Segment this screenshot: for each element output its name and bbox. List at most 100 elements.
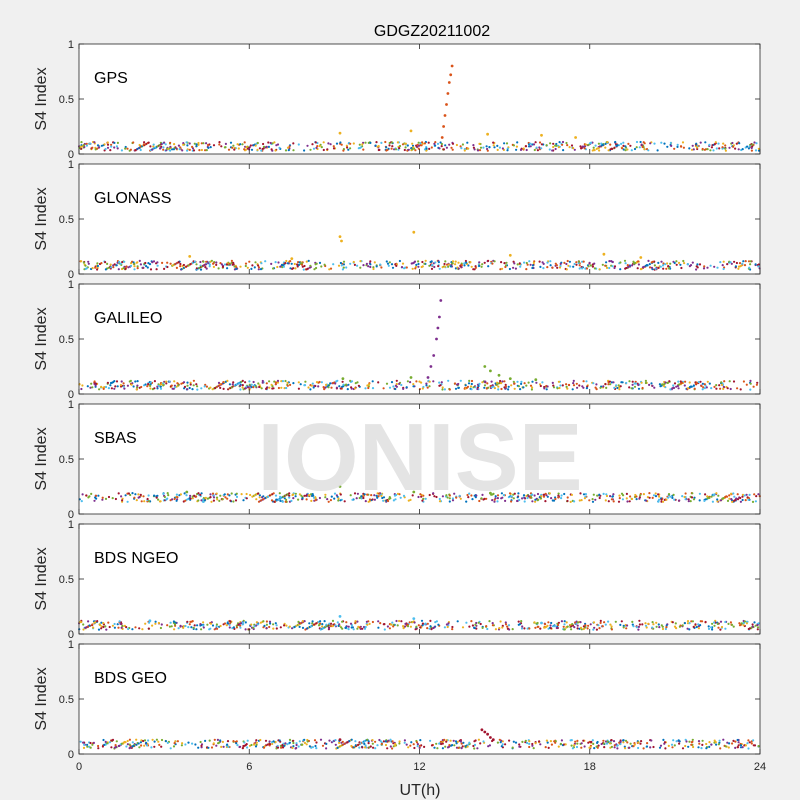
noise-point bbox=[230, 386, 233, 389]
noise-point bbox=[486, 147, 489, 151]
noise-point bbox=[724, 147, 727, 150]
noise-point bbox=[241, 379, 244, 382]
noise-point bbox=[630, 497, 634, 501]
noise-point bbox=[555, 142, 558, 146]
noise-point bbox=[451, 499, 455, 502]
noise-point bbox=[402, 494, 406, 497]
noise-point bbox=[714, 619, 717, 622]
noise-point bbox=[145, 741, 148, 745]
noise-point bbox=[202, 624, 205, 627]
noise-point bbox=[301, 265, 304, 268]
noise-point bbox=[750, 149, 754, 152]
noise-point bbox=[598, 149, 601, 152]
noise-point bbox=[443, 626, 446, 629]
noise-point bbox=[741, 148, 744, 151]
noise-point bbox=[582, 627, 585, 631]
noise-point bbox=[334, 739, 337, 742]
noise-point bbox=[451, 497, 454, 500]
noise-point bbox=[100, 144, 103, 147]
noise-point bbox=[504, 385, 507, 388]
noise-point bbox=[404, 622, 407, 626]
noise-point bbox=[160, 745, 163, 748]
noise-point bbox=[523, 496, 526, 499]
noise-point bbox=[230, 492, 233, 495]
noise-point bbox=[478, 261, 481, 264]
noise-point bbox=[286, 384, 289, 387]
noise-point bbox=[692, 745, 695, 749]
noise-point bbox=[746, 496, 749, 499]
noise-point bbox=[303, 384, 306, 387]
noise-point bbox=[595, 147, 598, 150]
noise-point bbox=[752, 744, 755, 747]
noise-point bbox=[539, 627, 542, 630]
noise-point bbox=[559, 262, 562, 265]
noise-point bbox=[508, 628, 511, 631]
noise-point bbox=[332, 263, 335, 266]
noise-point bbox=[209, 622, 213, 625]
noise-point bbox=[120, 495, 123, 498]
noise-point bbox=[385, 382, 389, 385]
noise-point bbox=[129, 264, 133, 267]
noise-point bbox=[243, 148, 246, 151]
noise-point bbox=[81, 384, 84, 387]
noise-point bbox=[558, 266, 562, 269]
noise-point bbox=[184, 743, 187, 746]
noise-point bbox=[358, 143, 361, 146]
noise-point bbox=[292, 493, 295, 496]
noise-point bbox=[424, 622, 427, 625]
data-point bbox=[338, 615, 342, 618]
noise-point bbox=[209, 493, 212, 496]
noise-point bbox=[710, 146, 714, 149]
noise-point bbox=[625, 266, 628, 270]
noise-point bbox=[295, 742, 298, 745]
noise-point bbox=[592, 148, 596, 151]
noise-point bbox=[571, 747, 575, 750]
noise-point bbox=[498, 627, 501, 630]
noise-point bbox=[550, 497, 553, 500]
noise-point bbox=[208, 265, 211, 268]
noise-point bbox=[726, 263, 729, 266]
noise-point bbox=[620, 492, 624, 495]
noise-point bbox=[85, 144, 88, 147]
noise-point bbox=[579, 145, 582, 148]
noise-point bbox=[215, 625, 218, 628]
noise-point bbox=[356, 492, 359, 495]
noise-point bbox=[307, 259, 310, 262]
noise-point bbox=[371, 739, 374, 742]
noise-point bbox=[187, 626, 190, 629]
noise-point bbox=[473, 268, 476, 271]
noise-point bbox=[528, 145, 531, 148]
noise-point bbox=[292, 745, 295, 748]
noise-point bbox=[300, 743, 304, 746]
noise-point bbox=[648, 263, 651, 266]
noise-point bbox=[241, 621, 244, 624]
noise-point bbox=[734, 740, 737, 743]
x-tick-label: 18 bbox=[584, 761, 596, 773]
noise-point bbox=[478, 142, 481, 145]
noise-point bbox=[487, 745, 490, 748]
noise-point bbox=[96, 620, 99, 623]
noise-point bbox=[149, 387, 152, 390]
noise-point bbox=[100, 262, 103, 265]
noise-point bbox=[180, 744, 183, 747]
data-point bbox=[639, 256, 643, 259]
noise-point bbox=[587, 143, 590, 146]
noise-point bbox=[134, 626, 137, 629]
data-point bbox=[426, 376, 430, 379]
noise-point bbox=[250, 383, 253, 386]
noise-point bbox=[737, 148, 740, 151]
noise-point bbox=[581, 267, 584, 270]
noise-point bbox=[283, 744, 286, 747]
noise-point bbox=[195, 267, 198, 270]
noise-point bbox=[739, 746, 743, 749]
noise-point bbox=[613, 266, 616, 270]
noise-point bbox=[267, 145, 270, 148]
noise-point bbox=[624, 262, 627, 265]
noise-point bbox=[362, 264, 365, 267]
noise-point bbox=[730, 492, 733, 495]
noise-point bbox=[307, 494, 311, 497]
data-point bbox=[446, 92, 450, 95]
noise-point bbox=[756, 623, 759, 627]
noise-point bbox=[202, 260, 205, 263]
